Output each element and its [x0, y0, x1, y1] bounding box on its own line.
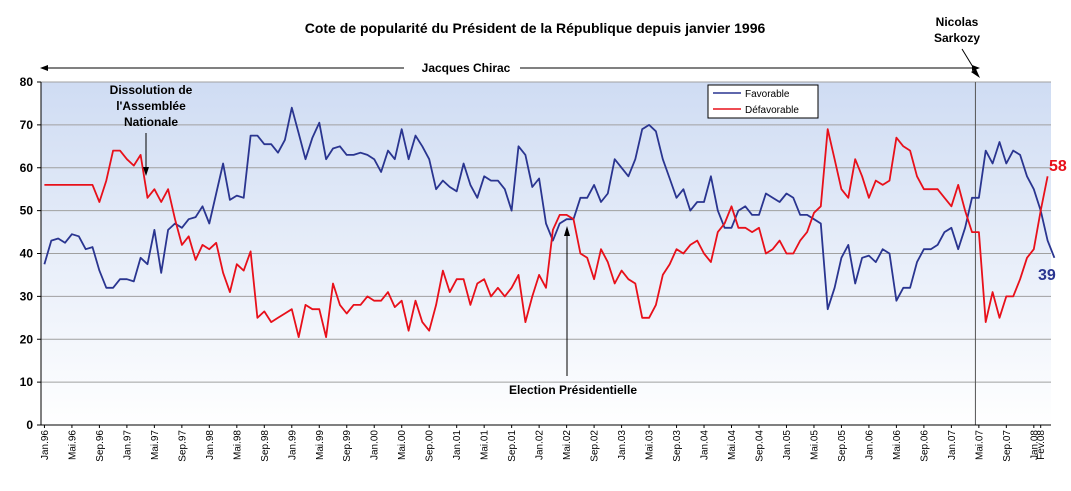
dissolution-arrow-head — [143, 167, 149, 176]
x-tick-label: Mai.05 — [809, 430, 820, 460]
dissolution-label-1: Dissolution de — [110, 83, 193, 97]
y-tick-label: 0 — [26, 418, 33, 432]
dissolution-label-2: l'Assemblée — [116, 99, 186, 113]
x-tick-label: Jan.06 — [864, 430, 875, 460]
y-tick-label: 70 — [20, 118, 34, 132]
x-tick-label: Mai.99 — [315, 430, 326, 460]
x-tick-label: Sep.98 — [260, 430, 271, 462]
y-tick-label: 20 — [20, 332, 34, 346]
x-tick-label: Jan.99 — [287, 430, 298, 460]
x-tick-label: Sep.97 — [177, 430, 188, 462]
legend-favorable-label: Favorable — [745, 89, 790, 100]
x-tick-label: Sep.06 — [919, 430, 930, 462]
x-tick-label: Jan.04 — [700, 430, 711, 460]
x-tick-label: Mai.00 — [397, 430, 408, 460]
election-arrow-head — [564, 226, 570, 236]
legend-defavorable-label: Défavorable — [745, 105, 799, 116]
x-tick-label: Mai.97 — [150, 430, 161, 460]
x-tick-label: Sep.96 — [95, 430, 106, 462]
end-label-defavorable: 58 — [1049, 158, 1067, 175]
x-tick-label: Jan.97 — [122, 430, 133, 460]
x-tick-label: Jan.08 — [1029, 430, 1040, 460]
x-tick-label: Mai.04 — [727, 430, 738, 460]
y-tick-label: 40 — [20, 247, 34, 261]
end-label-favorable: 39 — [1038, 267, 1056, 284]
x-tick-label: Mai.07 — [974, 430, 985, 460]
x-tick-label: Jan.05 — [782, 430, 793, 460]
sarkozy-label-2: Sarkozy — [934, 31, 980, 45]
x-tick-label: Sep.00 — [425, 430, 436, 462]
x-tick-label: Jan.02 — [535, 430, 546, 460]
series-line-defavorable — [44, 128, 1049, 339]
x-tick-label: Sep.02 — [590, 430, 601, 462]
x-tick-label: Sep.05 — [837, 430, 848, 462]
x-tick-label: Mai.03 — [645, 430, 656, 460]
x-tick-label: Mai.02 — [562, 430, 573, 460]
x-tick-label: Mai.06 — [892, 430, 903, 460]
y-tick-label: 60 — [20, 161, 34, 175]
x-tick-label: Jan.07 — [947, 430, 958, 460]
x-tick-label: Mai.98 — [232, 430, 243, 460]
legend: Favorable Défavorable — [707, 84, 819, 119]
x-tick-label: Sep.07 — [1002, 430, 1013, 462]
sarkozy-label-1: Nicolas — [936, 15, 979, 29]
x-tick-label: Jan.03 — [617, 430, 628, 460]
election-label: Election Présidentielle — [509, 383, 637, 397]
dissolution-label-3: Nationale — [124, 115, 178, 129]
x-tick-label: Jan.98 — [205, 430, 216, 460]
chirac-span-arrow-left — [40, 65, 48, 71]
x-tick-label: Sep.04 — [754, 430, 765, 462]
legend-box — [707, 84, 819, 119]
plot-area: 0 10 20 30 40 50 60 70 80 Jan.96 Mai.96 Sep.96 Jan.9… — [20, 75, 1056, 462]
sarkozy-arrow-line — [961, 48, 977, 73]
series-line-favorable — [43, 106, 1056, 311]
y-tick-label: 80 — [20, 75, 34, 89]
x-tick-label: Sep.01 — [507, 430, 518, 462]
x-tick-label: Jan.01 — [452, 430, 463, 460]
y-tick-label: 30 — [20, 289, 34, 303]
x-tick-label: Jan.96 — [40, 430, 51, 460]
sarkozy-arrow-head — [971, 69, 980, 78]
y-tick-label: 10 — [20, 375, 34, 389]
x-tick-label: Mai.96 — [67, 430, 78, 460]
chart-title: Cote de popularité du Président de la Ré… — [305, 20, 766, 36]
x-tick-label: Mai.01 — [480, 430, 491, 460]
x-tick-label: Sep.03 — [672, 430, 683, 462]
chirac-label: Jacques Chirac — [422, 61, 511, 75]
x-tick-label: Fev.08 — [1036, 430, 1047, 460]
x-tick-label: Sep.99 — [342, 430, 353, 462]
annotations: Jacques Chirac Dissolution de l'Assemblé… — [40, 15, 1067, 397]
y-tick-label: 50 — [20, 204, 34, 218]
x-tick-label: Jan.00 — [370, 430, 381, 460]
